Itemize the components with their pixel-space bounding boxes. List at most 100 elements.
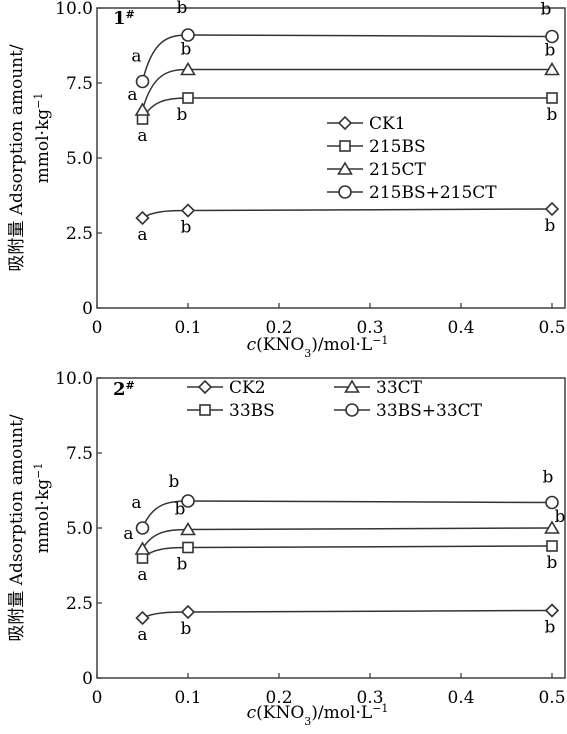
significance-label: b bbox=[181, 40, 192, 60]
significance-label: a bbox=[137, 126, 147, 146]
y-tick-label: 0 bbox=[82, 299, 93, 319]
y-tick-label: 5.0 bbox=[66, 149, 93, 169]
y-tick-label: 7.5 bbox=[66, 444, 93, 464]
significance-label: a bbox=[137, 225, 147, 245]
data-point bbox=[546, 92, 558, 104]
legend-item: CK1 bbox=[327, 114, 406, 134]
data-point bbox=[182, 92, 194, 104]
series-line bbox=[141, 68, 552, 111]
data-point bbox=[544, 201, 560, 217]
x-tick-label: 0.1 bbox=[174, 318, 201, 338]
series-line bbox=[141, 97, 552, 120]
data-point bbox=[546, 540, 558, 552]
panel-label: 2# bbox=[113, 379, 135, 401]
legend-marker bbox=[345, 403, 359, 417]
y-tick-label: 2.5 bbox=[66, 224, 93, 244]
data-point bbox=[134, 541, 151, 555]
x-tick-label: 0.3 bbox=[356, 688, 383, 708]
data-point bbox=[135, 521, 150, 535]
data-point bbox=[180, 203, 196, 218]
x-tick-label: 0.1 bbox=[174, 688, 201, 708]
x-tick-label: 0.5 bbox=[538, 318, 565, 338]
x-tick-label: 0.2 bbox=[265, 688, 292, 708]
legend-item: 33CT bbox=[334, 378, 423, 398]
x-tick-label: 0.4 bbox=[447, 688, 474, 708]
series-215CT: a b b bbox=[127, 40, 560, 116]
legend-label: 33CT bbox=[376, 378, 423, 398]
significance-label: a bbox=[131, 493, 141, 513]
significance-label: b bbox=[545, 618, 556, 638]
legend-label: 215CT bbox=[369, 160, 426, 180]
significance-label: b bbox=[547, 105, 558, 125]
x-tick-label: 0.5 bbox=[538, 688, 565, 708]
legend: CK1 215BS 215CT 215BS+215CT bbox=[327, 114, 497, 203]
series-line bbox=[142, 609, 553, 619]
legend-marker bbox=[197, 379, 213, 395]
data-point bbox=[544, 520, 560, 534]
legend-item: CK2 bbox=[187, 378, 266, 398]
data-point bbox=[135, 610, 150, 626]
x-tick-label: 0.4 bbox=[447, 318, 474, 338]
significance-label: b bbox=[181, 218, 192, 238]
significance-label: a bbox=[131, 47, 141, 67]
legend-label: 33BS+33CT bbox=[376, 401, 483, 421]
legend-item: 33BS bbox=[187, 401, 275, 421]
y-tick-label: 2.5 bbox=[66, 594, 93, 614]
x-tick-label: 0 bbox=[92, 688, 103, 708]
series-line bbox=[141, 500, 553, 529]
x-tick-label: 0 bbox=[92, 318, 103, 338]
legend-label: CK1 bbox=[369, 114, 406, 134]
legend-item: 33BS+33CT bbox=[334, 401, 483, 421]
data-point bbox=[182, 541, 194, 554]
significance-label: b bbox=[169, 472, 180, 492]
significance-label: b bbox=[175, 500, 186, 520]
significance-label: a bbox=[137, 565, 147, 585]
significance-label: a bbox=[137, 625, 147, 645]
significance-label: b bbox=[543, 468, 554, 488]
legend-item: 215BS bbox=[327, 137, 426, 157]
significance-label: a bbox=[123, 524, 133, 544]
series-215BS+215CT: a b b bbox=[131, 0, 559, 89]
chart-panel-1: 0 2.5 5.0 7.5 10.0 0 0.1 0.2 0.3 0.4 0.5 c(KNO3)/mo… bbox=[7, 0, 566, 360]
series-33BS+33CT: ab b bbox=[131, 468, 559, 535]
x-tick-label: 0.3 bbox=[356, 318, 383, 338]
data-point bbox=[545, 29, 559, 44]
legend-marker bbox=[337, 161, 353, 175]
legend-marker bbox=[199, 404, 211, 416]
legend-marker bbox=[344, 379, 360, 393]
significance-label: b bbox=[555, 507, 566, 527]
significance-label: a bbox=[127, 85, 137, 105]
y-tick-label: 0 bbox=[82, 669, 93, 689]
data-point bbox=[180, 604, 196, 620]
x-axis-label: c(KNO3)/mol·L−1 bbox=[247, 334, 389, 360]
series-33BS: ab b bbox=[136, 540, 558, 585]
y-axis-label: 吸附量 Adsorption amount/ bbox=[7, 414, 27, 642]
y-axis-label: 吸附量 Adsorption amount/ bbox=[7, 44, 27, 272]
significance-label: b bbox=[177, 555, 188, 575]
data-point bbox=[135, 74, 150, 89]
panel-label: 1# bbox=[113, 8, 135, 30]
legend-item: 215BS+215CT bbox=[327, 183, 497, 203]
legend-marker bbox=[337, 115, 353, 131]
y-tick-label: 10.0 bbox=[55, 0, 93, 19]
series-line bbox=[142, 208, 553, 219]
significance-label: b bbox=[177, 0, 188, 18]
significance-label: b bbox=[547, 553, 558, 573]
plot-frame bbox=[96, 7, 566, 309]
legend-label: 33BS bbox=[229, 401, 275, 421]
significance-label: b bbox=[541, 0, 552, 20]
data-point bbox=[181, 28, 195, 42]
y-axis-unit: mmol·kg−1 bbox=[32, 93, 54, 184]
x-axis-label: c(KNO3)/mol·L−1 bbox=[247, 702, 389, 728]
legend-marker bbox=[338, 185, 352, 199]
data-point bbox=[180, 61, 196, 76]
legend-label: 215BS bbox=[369, 137, 426, 157]
legend-label: 215BS+215CT bbox=[369, 183, 497, 203]
data-point bbox=[545, 495, 559, 510]
y-axis-unit: mmol·kg−1 bbox=[32, 463, 54, 554]
data-point bbox=[544, 603, 560, 618]
y-tick-label: 5.0 bbox=[66, 519, 93, 539]
series-33CT: a b b bbox=[123, 500, 566, 555]
